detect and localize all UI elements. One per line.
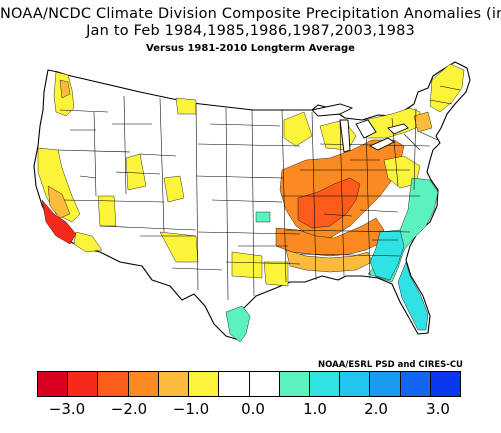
legend-tick: 2.0 bbox=[364, 400, 388, 418]
data-credit: NOAA/ESRL PSD and CIRES-CU bbox=[318, 360, 463, 370]
legend-swatch bbox=[249, 372, 280, 396]
region-mn-yellow bbox=[283, 111, 313, 147]
region-sw-yellow bbox=[73, 231, 103, 253]
legend-swatch bbox=[158, 372, 190, 396]
region-cal-orange bbox=[47, 185, 71, 219]
legend-swatch bbox=[38, 372, 69, 396]
map-title: NOAA/NCDC Climate Division Composite Pre… bbox=[0, 6, 501, 22]
region-norcal-yellow bbox=[37, 147, 81, 223]
region-southeast-cyan bbox=[369, 229, 405, 281]
legend-swatch bbox=[219, 372, 250, 396]
region-tx2-yellow bbox=[263, 261, 289, 287]
region-idaho-yellow bbox=[125, 153, 147, 191]
great-lakes bbox=[311, 103, 409, 153]
region-texas-coast-teal bbox=[225, 305, 251, 343]
region-wa-orange bbox=[59, 79, 71, 99]
legend-swatch bbox=[430, 372, 461, 396]
legend-swatch bbox=[400, 372, 431, 396]
legend-swatch bbox=[370, 372, 401, 396]
division-boundaries bbox=[57, 85, 461, 301]
region-midsouth-red bbox=[297, 177, 361, 229]
region-mt-yellow bbox=[175, 97, 197, 115]
map-subtitle: Jan to Feb 1984,1985,1986,1987,2003,1983 bbox=[86, 23, 415, 39]
legend-swatch bbox=[279, 372, 310, 396]
region-ks-teal bbox=[255, 211, 271, 223]
legend-tick: −1.0 bbox=[172, 400, 210, 418]
legend-tick: 1.0 bbox=[303, 400, 327, 418]
region-nevada-yellow bbox=[97, 195, 117, 227]
map-baseline-note: Versus 1981-2010 Longterm Average bbox=[146, 43, 355, 54]
legend-tick: 3.0 bbox=[426, 400, 450, 418]
legend-swatch bbox=[309, 372, 341, 396]
legend-tick: −3.0 bbox=[48, 400, 86, 418]
legend-swatch bbox=[128, 372, 159, 396]
legend-swatch bbox=[340, 372, 371, 396]
region-socal-red bbox=[41, 199, 77, 245]
region-wy-yellow bbox=[163, 175, 185, 203]
region-tx-yellow bbox=[231, 251, 263, 279]
legend-tick: −2.0 bbox=[110, 400, 148, 418]
legend-swatch bbox=[68, 372, 99, 396]
legend-tick: 0.0 bbox=[241, 400, 265, 418]
region-ne-orange bbox=[413, 111, 433, 133]
region-nm-yellow bbox=[159, 231, 199, 263]
region-florida-cyan bbox=[397, 261, 429, 331]
legend-swatch bbox=[189, 372, 220, 396]
legend-swatch bbox=[98, 372, 129, 396]
region-new-england-yellow bbox=[429, 63, 465, 113]
color-scale-legend bbox=[37, 371, 461, 397]
